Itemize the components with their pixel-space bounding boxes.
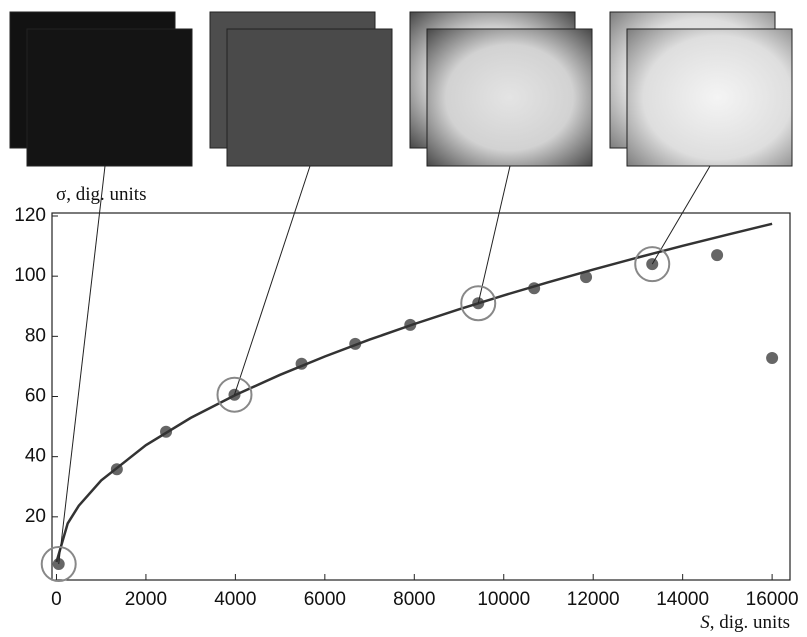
frame-image [627, 29, 792, 166]
x-tick-label: 2000 [125, 589, 167, 610]
y-tick-label: 120 [14, 205, 46, 226]
x-tick-label: 10000 [477, 589, 530, 610]
y-tick-label: 40 [25, 446, 46, 467]
leader-line [59, 166, 105, 564]
frame-image [427, 29, 592, 166]
x-tick-label: 8000 [393, 589, 435, 610]
x-tick-label: 6000 [304, 589, 346, 610]
data-point [711, 249, 723, 261]
x-tick-label: 4000 [214, 589, 256, 610]
y-tick-label: 80 [25, 325, 46, 346]
plot-frame [52, 213, 790, 580]
thumbnails [10, 12, 792, 166]
x-tick-label: 14000 [656, 589, 709, 610]
chart: σ, dig. units S, dig. units 020004000600… [0, 0, 807, 637]
frame-image [27, 29, 192, 166]
x-tick-label: 0 [51, 589, 62, 610]
frame-image [227, 29, 392, 166]
y-tick-label: 100 [14, 265, 46, 286]
data-point [766, 352, 778, 364]
x-tick-label: 12000 [567, 589, 620, 610]
leader-line [478, 166, 510, 303]
x-axis-label: S, dig. units [700, 612, 790, 633]
y-tick-label: 20 [25, 506, 46, 527]
y-tick-label: 60 [25, 386, 46, 407]
x-tick-label: 16000 [746, 589, 799, 610]
